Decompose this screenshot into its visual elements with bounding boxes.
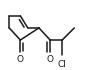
- Text: O: O: [47, 55, 54, 64]
- Text: Cl: Cl: [58, 60, 67, 69]
- Text: O: O: [17, 55, 24, 64]
